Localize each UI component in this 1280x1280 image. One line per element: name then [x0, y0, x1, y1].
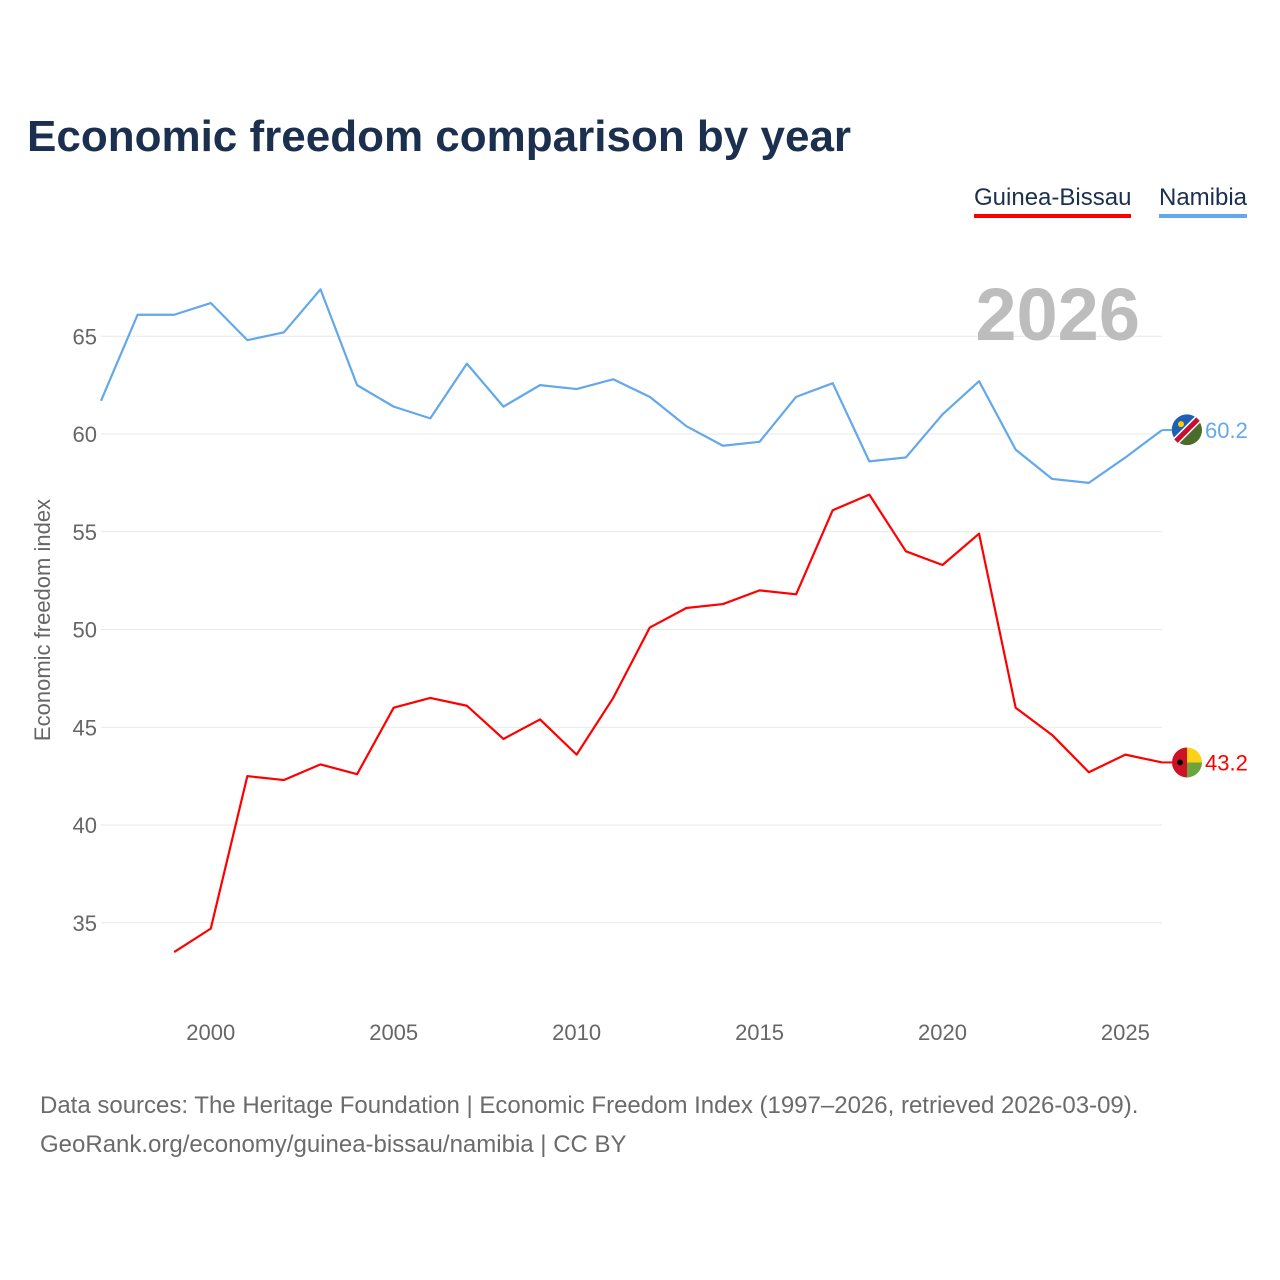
end-value-label: 43.2 — [1205, 750, 1248, 775]
flag-guinea-bissau-icon — [1187, 747, 1202, 763]
x-tick-label: 2010 — [552, 1020, 601, 1045]
y-tick-label: 50 — [73, 618, 97, 643]
y-axis-label: Economic freedom index — [30, 499, 55, 741]
x-tick-label: 2025 — [1101, 1020, 1150, 1045]
y-tick-label: 35 — [73, 911, 97, 936]
y-tick-label: 45 — [73, 715, 97, 740]
flag-star-icon — [1177, 759, 1183, 766]
y-tick-label: 55 — [73, 520, 97, 545]
x-tick-label: 2005 — [369, 1020, 418, 1045]
y-tick-label: 65 — [73, 324, 97, 349]
end-value-label: 60.2 — [1205, 418, 1248, 443]
chart-title: Economic freedom comparison by year — [27, 112, 852, 161]
year-watermark: 2026 — [975, 273, 1140, 356]
line-chart: 35 40 45 50 55 60 65 2000 2005 2010 2015 2020 2025 Ec… — [30, 273, 1248, 1045]
flag-guinea-bissau-icon — [1187, 762, 1202, 778]
series-line-namibia — [99, 288, 1163, 484]
y-tick-label: 40 — [73, 813, 97, 838]
x-tick-label: 2000 — [186, 1020, 235, 1045]
flag-namibia-icon — [1174, 417, 1200, 443]
legend-namibia[interactable]: Namibia — [1159, 184, 1248, 218]
legend-guinea-bissau[interactable]: Guinea-Bissau — [974, 184, 1132, 218]
flag-sun-icon — [1178, 421, 1184, 428]
x-tick-label: 2020 — [918, 1020, 967, 1045]
source-note: Data sources: The Heritage Foundation | … — [40, 1086, 1138, 1164]
y-tick-label: 60 — [73, 422, 97, 447]
source-line-2[interactable]: GeoRank.org/economy/guinea-bissau/namibi… — [40, 1131, 627, 1158]
x-tick-label: 2015 — [735, 1020, 784, 1045]
source-line-1: Data sources: The Heritage Foundation | … — [40, 1092, 1139, 1119]
series-line-guinea-bissau — [173, 493, 1163, 954]
